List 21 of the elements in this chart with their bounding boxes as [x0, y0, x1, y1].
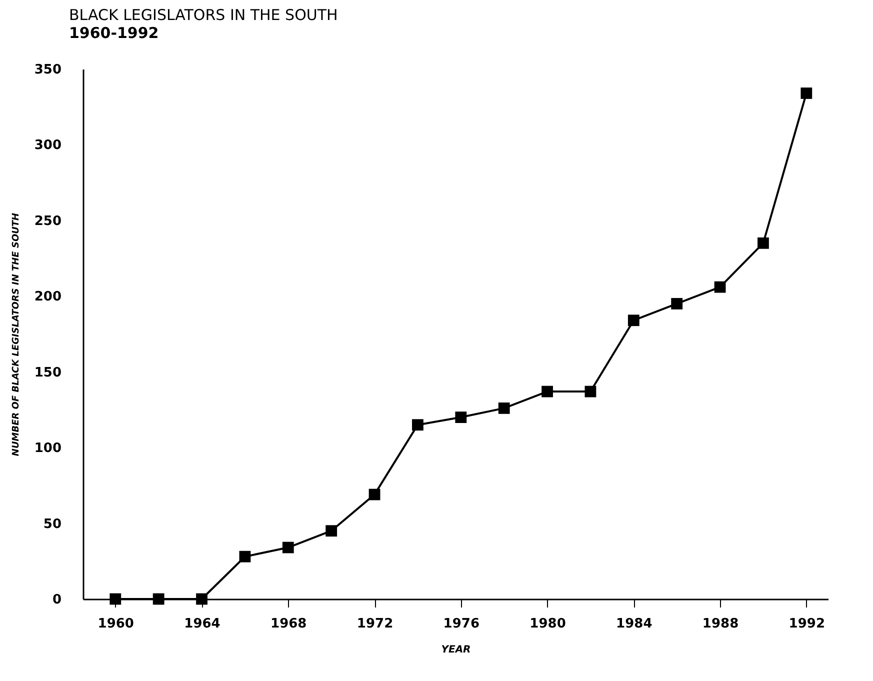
y-tick-label: 100: [34, 441, 62, 456]
x-axis-title: YEAR: [441, 644, 471, 656]
x-tick-label: 1984: [616, 616, 652, 632]
chart-subtitle: 1960-1992: [69, 24, 159, 42]
y-tick-label: 300: [34, 138, 62, 154]
chart-title: BLACK LEGISLATORS IN THE SOUTH: [69, 6, 338, 24]
y-tick-label: 150: [34, 365, 62, 380]
y-tick-label: 350: [34, 62, 62, 78]
x-tick-label: 1960: [98, 616, 134, 632]
x-tick-label: 1976: [443, 616, 480, 632]
y-tick-label: 250: [34, 214, 62, 229]
y-tick-label: 200: [34, 290, 62, 305]
x-tick-label: 1968: [270, 616, 307, 632]
x-tick-label: 1988: [702, 616, 739, 632]
y-axis-title: NUMBER OF BLACK LEGISLATORS IN THE SOUTH: [11, 212, 22, 456]
x-tick-label: 1964: [184, 616, 220, 632]
y-tick-label: 50: [43, 516, 62, 532]
x-tick-label: 1992: [788, 616, 825, 632]
x-tick-label: 1972: [356, 616, 394, 632]
x-tick-label: 1980: [530, 616, 566, 632]
y-tick-label: 0: [52, 592, 62, 608]
